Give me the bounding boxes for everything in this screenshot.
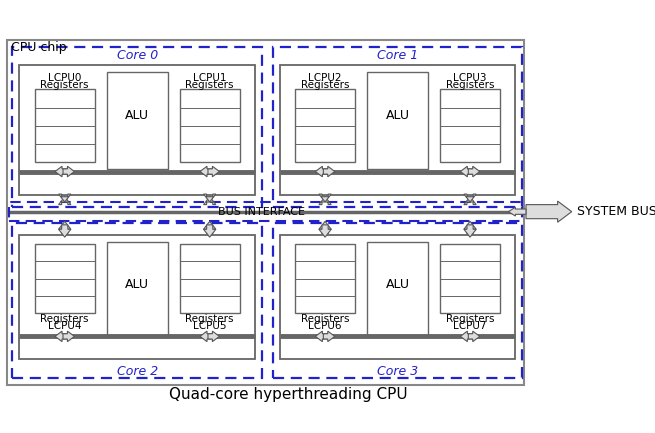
FancyArrow shape — [58, 194, 71, 202]
Bar — [35, 244, 95, 313]
FancyArrow shape — [63, 166, 75, 177]
Text: Registers: Registers — [446, 80, 495, 90]
Text: Registers: Registers — [185, 80, 234, 90]
Bar — [20, 236, 255, 359]
Text: LCPU6: LCPU6 — [309, 321, 342, 331]
FancyArrow shape — [460, 331, 472, 342]
Text: ALU: ALU — [125, 278, 149, 291]
Text: CPU chip: CPU chip — [10, 41, 66, 54]
Bar — [272, 223, 523, 378]
Bar — [7, 40, 524, 385]
Text: Core 3: Core 3 — [377, 365, 418, 378]
Bar — [107, 242, 168, 335]
FancyArrow shape — [464, 194, 476, 202]
FancyArrow shape — [58, 197, 71, 205]
Text: LCPU0: LCPU0 — [48, 73, 81, 83]
Text: Registers: Registers — [185, 314, 234, 324]
FancyArrow shape — [204, 225, 216, 237]
Text: ALU: ALU — [386, 109, 409, 122]
Text: Registers: Registers — [41, 80, 89, 90]
Text: LCPU1: LCPU1 — [193, 73, 227, 83]
Bar — [272, 47, 523, 207]
FancyArrow shape — [460, 166, 472, 177]
Text: Core 1: Core 1 — [377, 48, 418, 61]
FancyArrow shape — [319, 194, 331, 202]
Bar — [295, 244, 355, 313]
Text: LCPU5: LCPU5 — [193, 321, 227, 331]
Text: Registers: Registers — [41, 314, 89, 324]
FancyArrow shape — [208, 166, 219, 177]
FancyArrow shape — [464, 225, 476, 237]
Text: LCPU2: LCPU2 — [309, 73, 342, 83]
FancyArrow shape — [315, 331, 327, 342]
FancyArrow shape — [526, 201, 572, 222]
Text: LCPU3: LCPU3 — [453, 73, 487, 83]
FancyArrow shape — [324, 166, 335, 177]
FancyArrow shape — [58, 221, 71, 234]
Bar — [280, 65, 515, 195]
Bar — [107, 72, 168, 169]
FancyArrow shape — [204, 197, 216, 205]
FancyArrow shape — [204, 221, 216, 234]
Text: Registers: Registers — [301, 80, 349, 90]
Bar — [280, 236, 515, 359]
FancyArrow shape — [200, 166, 212, 177]
FancyArrow shape — [208, 331, 219, 342]
Text: ALU: ALU — [125, 109, 149, 122]
Bar — [179, 89, 240, 162]
Text: Registers: Registers — [301, 314, 349, 324]
FancyArrow shape — [319, 225, 331, 237]
Bar — [9, 202, 523, 221]
FancyArrow shape — [464, 197, 476, 205]
Text: BUS INTERFACE: BUS INTERFACE — [218, 207, 305, 216]
Text: SYSTEM BUS: SYSTEM BUS — [577, 205, 655, 218]
Bar — [367, 72, 428, 169]
Text: Quad-core hyperthreading CPU: Quad-core hyperthreading CPU — [169, 387, 407, 402]
Bar — [12, 223, 262, 378]
FancyArrow shape — [319, 197, 331, 205]
Bar — [12, 47, 262, 207]
Text: LCPU7: LCPU7 — [453, 321, 487, 331]
Bar — [20, 65, 255, 195]
FancyArrow shape — [508, 207, 526, 216]
Bar — [179, 244, 240, 313]
Bar — [367, 242, 428, 335]
FancyArrow shape — [468, 331, 479, 342]
FancyArrow shape — [55, 331, 66, 342]
FancyArrow shape — [319, 221, 331, 234]
Bar — [295, 89, 355, 162]
FancyArrow shape — [63, 331, 75, 342]
Bar — [440, 244, 500, 313]
Text: Core 2: Core 2 — [117, 365, 158, 378]
FancyArrow shape — [468, 166, 479, 177]
FancyArrow shape — [315, 166, 327, 177]
FancyArrow shape — [324, 331, 335, 342]
FancyArrow shape — [464, 221, 476, 234]
FancyArrow shape — [204, 194, 216, 202]
Text: ALU: ALU — [386, 278, 409, 291]
Text: LCPU4: LCPU4 — [48, 321, 81, 331]
FancyArrow shape — [55, 166, 66, 177]
FancyArrow shape — [58, 225, 71, 237]
Bar — [35, 89, 95, 162]
Bar — [440, 89, 500, 162]
Text: Registers: Registers — [446, 314, 495, 324]
FancyArrow shape — [200, 331, 212, 342]
Text: Core 0: Core 0 — [117, 48, 158, 61]
